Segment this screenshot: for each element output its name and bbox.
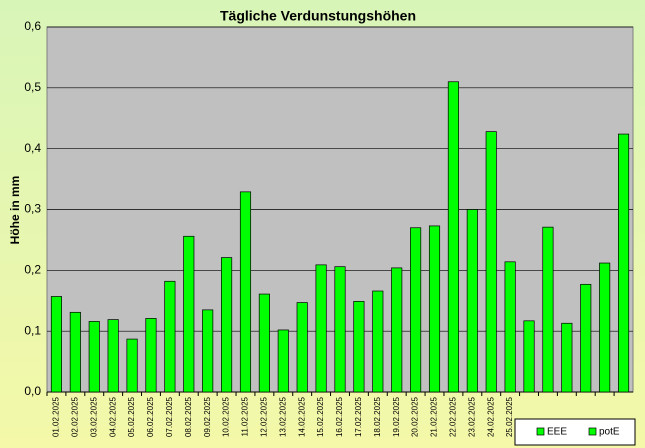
bar — [69, 311, 81, 393]
legend-label: potE — [599, 427, 620, 438]
bar — [258, 293, 270, 393]
legend-swatch — [588, 427, 597, 436]
x-tick-label: 09.02.2025 — [203, 396, 212, 437]
x-tick-label: 19.02.2025 — [392, 396, 401, 437]
bar — [202, 309, 214, 393]
bar — [107, 319, 119, 393]
bar — [617, 133, 630, 393]
x-tick-label: 13.02.2025 — [278, 396, 287, 437]
bar — [485, 131, 497, 393]
x-tick-label: 22.02.2025 — [449, 396, 458, 437]
legend-box — [514, 418, 636, 446]
x-tick-label: 11.02.2025 — [241, 396, 250, 436]
y-tick-label: 0,6 — [24, 19, 41, 33]
x-tick-label: 18.02.2025 — [373, 396, 382, 437]
x-tick-label: 14.02.2025 — [297, 396, 306, 437]
y-tick-label: 0,5 — [24, 80, 41, 94]
x-tick-label: 05.02.2025 — [127, 396, 136, 437]
x-tick-label: 23.02.2025 — [467, 396, 476, 437]
x-tick-label: 06.02.2025 — [146, 396, 155, 437]
x-tick-label: 02.02.2025 — [70, 396, 79, 437]
x-tick-label: 08.02.2025 — [184, 396, 193, 437]
bar — [353, 301, 365, 393]
y-tick-label: 0,4 — [24, 141, 41, 155]
y-tick-label: 0,3 — [24, 202, 41, 216]
legend-label: EEE — [547, 427, 567, 438]
bar — [126, 338, 138, 393]
y-axis-label: Höhe in mm — [8, 176, 22, 245]
bar — [88, 321, 100, 393]
bar — [523, 320, 535, 393]
x-tick-label: 03.02.2025 — [89, 396, 98, 437]
x-tick-label: 25.02.2025 — [505, 396, 514, 437]
bar — [277, 329, 289, 393]
bar — [447, 81, 459, 393]
bar — [599, 262, 611, 393]
bar — [504, 261, 516, 393]
x-tick-label: 17.02.2025 — [354, 396, 363, 437]
y-tick-label: 0,1 — [24, 323, 41, 337]
bar — [542, 226, 554, 393]
x-tick-label: 20.02.2025 — [411, 396, 420, 437]
x-tick-label: 01.02.2025 — [52, 396, 61, 437]
y-tick-label: 0,0 — [24, 384, 41, 398]
x-tick-label: 15.02.2025 — [316, 396, 325, 437]
x-tick-label: 07.02.2025 — [165, 396, 174, 437]
bar — [561, 322, 573, 393]
bar — [239, 191, 252, 393]
bar — [164, 280, 176, 393]
x-tick-label: 12.02.2025 — [259, 396, 268, 437]
bar — [391, 267, 403, 393]
bar — [410, 227, 422, 393]
bar — [145, 318, 157, 393]
x-tick-label: 04.02.2025 — [108, 396, 117, 437]
x-tick-label: 24.02.2025 — [486, 396, 495, 437]
x-tick-label: 10.02.2025 — [222, 396, 231, 437]
bar — [296, 302, 308, 393]
legend-swatch — [536, 427, 545, 436]
bar — [315, 264, 327, 393]
bar — [466, 209, 478, 393]
bar — [428, 225, 441, 393]
bar — [372, 290, 384, 393]
y-tick-label: 0,2 — [24, 263, 41, 277]
bar — [334, 266, 346, 393]
bar — [580, 283, 592, 393]
bar — [183, 235, 195, 393]
chart-title: Tägliche Verdunstungshöhen — [220, 8, 416, 24]
x-tick-label: 16.02.2025 — [335, 396, 344, 437]
bar — [221, 257, 233, 393]
x-tick-label: 21.02.2025 — [430, 396, 439, 437]
bar — [50, 296, 63, 393]
